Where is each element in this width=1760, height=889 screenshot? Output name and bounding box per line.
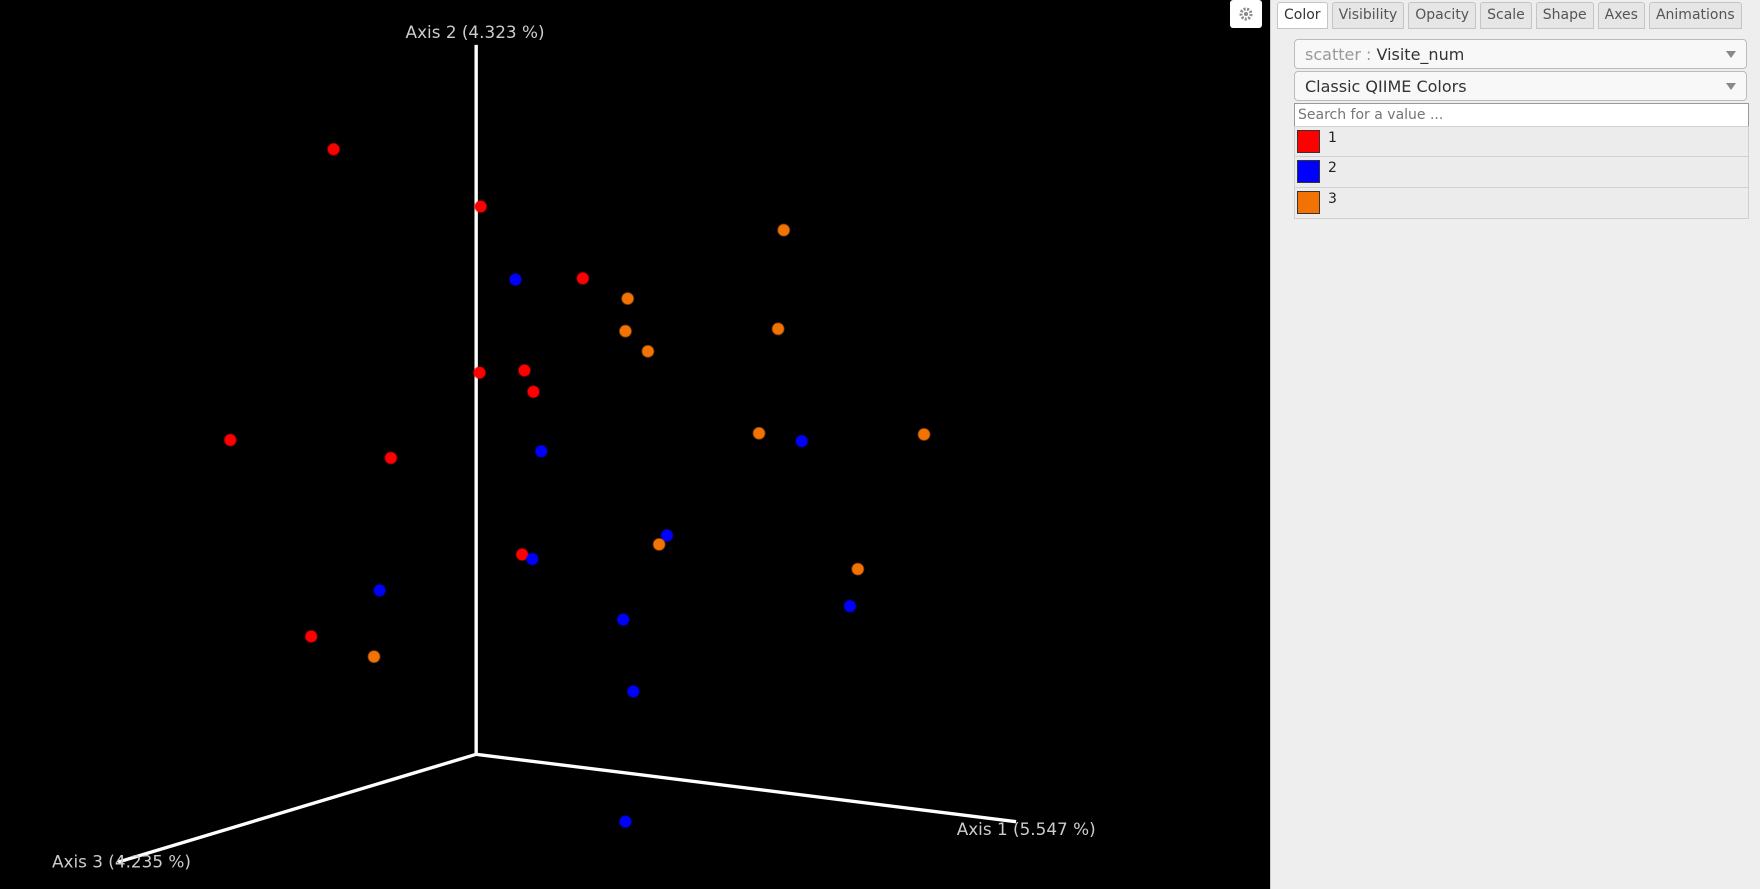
sample-point[interactable] bbox=[777, 223, 791, 237]
sample-point[interactable] bbox=[616, 613, 630, 627]
sample-point[interactable] bbox=[752, 426, 766, 440]
dropdown-arrow bbox=[1726, 83, 1736, 90]
axis-label: Axis 3 (4.235 %) bbox=[52, 852, 191, 872]
axis-line bbox=[475, 752, 1017, 824]
sample-point[interactable] bbox=[474, 200, 488, 213]
search-input[interactable] bbox=[1294, 103, 1749, 127]
sample-point[interactable] bbox=[384, 451, 398, 465]
color-swatch[interactable] bbox=[1297, 130, 1320, 153]
tab[interactable]: Animations bbox=[1648, 2, 1742, 29]
sample-point[interactable] bbox=[621, 292, 635, 306]
sample-point[interactable] bbox=[576, 271, 590, 285]
sample-point[interactable] bbox=[367, 650, 381, 664]
axis-label: Axis 1 (5.547 %) bbox=[957, 819, 1096, 839]
legend-label: 3 bbox=[1328, 191, 1337, 207]
legend-row: 3 bbox=[1294, 188, 1749, 219]
sample-point[interactable] bbox=[619, 815, 632, 829]
tab[interactable]: Visibility bbox=[1331, 2, 1405, 29]
color-swatch[interactable] bbox=[1297, 191, 1320, 214]
select-value: Classic QIIME Colors bbox=[1305, 77, 1467, 96]
sample-point[interactable] bbox=[660, 528, 674, 542]
sample-point[interactable] bbox=[652, 537, 666, 551]
legend-label: 2 bbox=[1328, 160, 1337, 176]
sample-point[interactable] bbox=[373, 583, 387, 597]
gear-icon bbox=[1239, 7, 1253, 21]
side-panel: Color Visibility Opacity Scale Shape Axes Anim… bbox=[1270, 0, 1760, 889]
legend-label: 1 bbox=[1328, 130, 1337, 146]
sample-point[interactable] bbox=[509, 273, 522, 286]
sample-point[interactable] bbox=[223, 433, 237, 447]
select-prefix: scatter : bbox=[1305, 45, 1372, 64]
tab[interactable]: Scale bbox=[1480, 2, 1532, 29]
sample-point[interactable] bbox=[304, 629, 318, 643]
sample-point[interactable] bbox=[795, 434, 809, 448]
axis-label: Axis 2 (4.323 %) bbox=[406, 22, 545, 42]
tab[interactable]: Color bbox=[1277, 2, 1328, 29]
sample-point[interactable] bbox=[517, 363, 531, 377]
sample-point[interactable] bbox=[525, 552, 539, 566]
points bbox=[223, 142, 931, 829]
sample-point[interactable] bbox=[641, 344, 655, 358]
sample-point[interactable] bbox=[771, 322, 785, 336]
settings-button[interactable] bbox=[1230, 0, 1262, 28]
tab-bar: Color Visibility Opacity Scale Shape Axes Anim… bbox=[1277, 2, 1742, 29]
metadata-select[interactable]: scatter : Visite_num bbox=[1294, 39, 1747, 69]
sample-point[interactable] bbox=[327, 142, 341, 156]
sample-point[interactable] bbox=[534, 444, 548, 458]
colormap-select[interactable]: Classic QIIME Colors bbox=[1294, 71, 1747, 101]
tab[interactable]: Shape bbox=[1535, 2, 1594, 29]
sample-point[interactable] bbox=[473, 366, 486, 380]
axis-line bbox=[117, 752, 477, 864]
sample-point[interactable] bbox=[843, 599, 857, 613]
sample-point[interactable] bbox=[851, 562, 865, 576]
legend-row: 2 bbox=[1294, 157, 1749, 188]
axes bbox=[117, 44, 1017, 864]
legend: 1 2 3 bbox=[1294, 126, 1749, 219]
sample-point[interactable] bbox=[526, 385, 540, 399]
sample-point[interactable] bbox=[619, 324, 632, 338]
legend-row: 1 bbox=[1294, 126, 1749, 157]
tab[interactable]: Opacity bbox=[1408, 2, 1477, 29]
dropdown-arrow bbox=[1726, 51, 1736, 58]
sample-point[interactable] bbox=[626, 684, 640, 698]
tab[interactable]: Axes bbox=[1597, 2, 1645, 29]
select-value: Visite_num bbox=[1376, 45, 1465, 64]
sample-point[interactable] bbox=[917, 427, 931, 441]
scatter-viewer[interactable]: Axis 1 (5.547 %) Axis 2 (4.323 %) Axis 3… bbox=[0, 0, 1270, 889]
color-swatch[interactable] bbox=[1297, 160, 1320, 183]
